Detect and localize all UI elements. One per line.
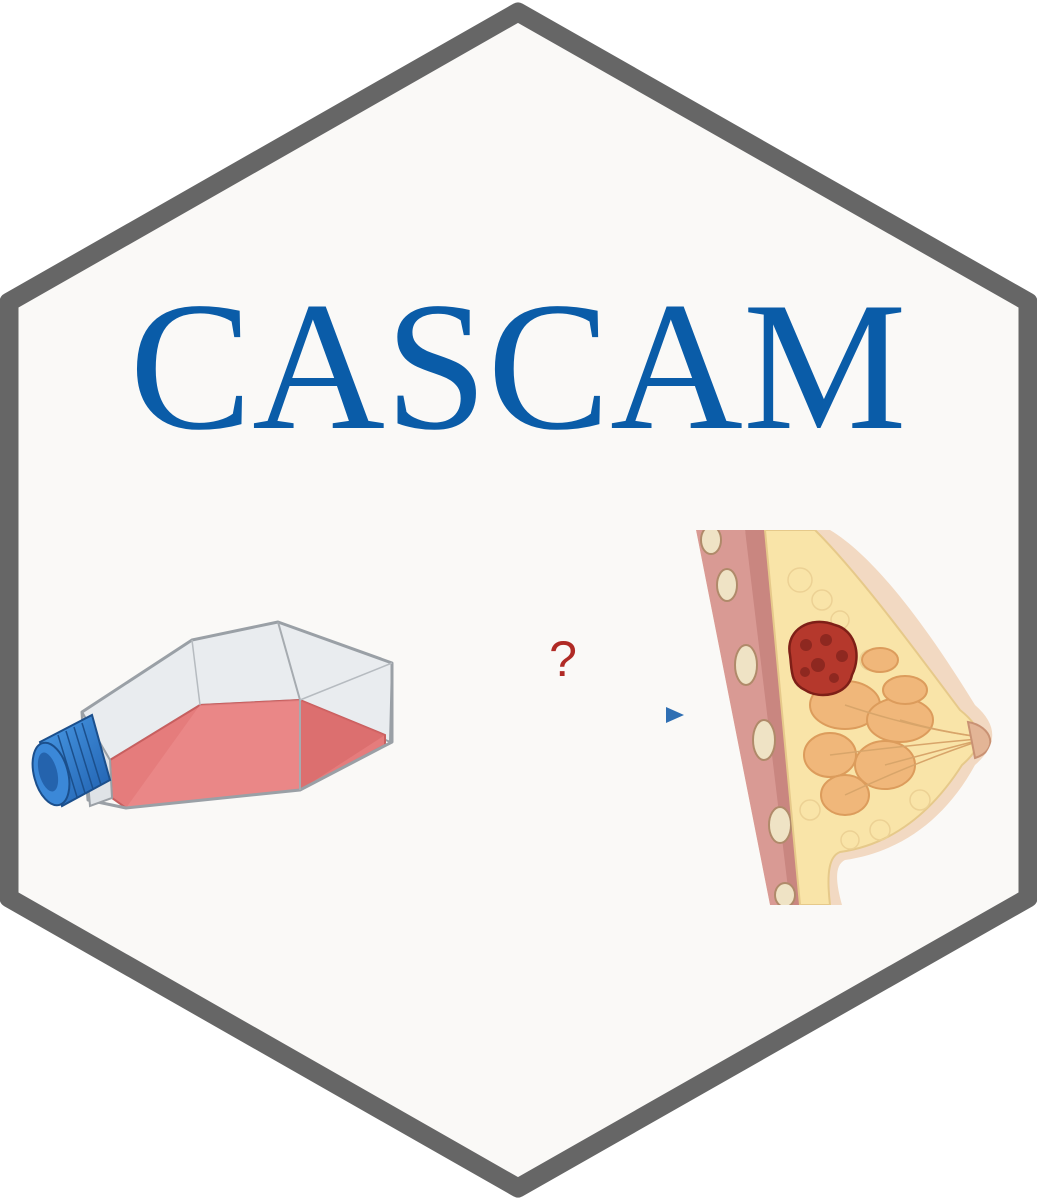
title-text: CASCAM xyxy=(129,264,906,468)
question-mark: ? xyxy=(549,631,577,687)
cell-culture-flask-icon xyxy=(31,620,394,810)
tumor-mass xyxy=(788,620,858,697)
right-arrow-icon xyxy=(426,707,684,723)
flask-cap xyxy=(31,713,112,808)
